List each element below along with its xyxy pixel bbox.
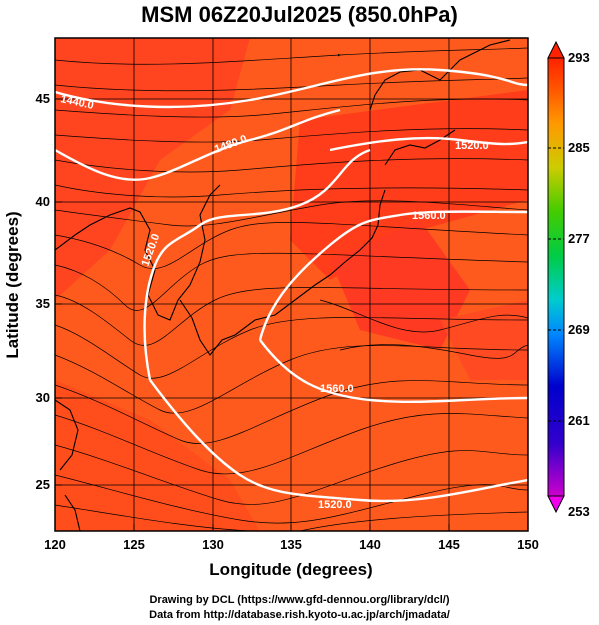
colorbar: 293 285 277 269 261 253: [547, 40, 590, 519]
map-title: MSM 06Z20Jul2025 (850.0hPa): [141, 2, 458, 27]
contour-label: 1520.0: [318, 499, 352, 511]
x-tick-label: 150: [517, 537, 539, 552]
streamlines: [55, 47, 528, 531]
streamline: [55, 474, 528, 524]
y-tick-label: 35: [36, 296, 50, 311]
contour-label: 1560.0: [320, 383, 354, 395]
credit-drawing: Drawing by DCL (https://www.gfd-dennou.o…: [149, 594, 450, 606]
colorbar-bottom-arrow: [547, 495, 565, 514]
x-tick-labels: 120 125 130 135 140 145 150: [44, 537, 539, 552]
streamline: [55, 444, 528, 505]
streamline: [55, 98, 528, 118]
contour-line: [259, 339, 528, 403]
streamline: [55, 413, 528, 475]
colorbar-label: 277: [568, 231, 590, 246]
y-ticks: [55, 98, 62, 486]
x-tick-label: 140: [359, 537, 381, 552]
y-tick-label: 40: [36, 194, 50, 209]
contour-label: 1520.0: [455, 140, 489, 152]
y-tick-label: 45: [36, 91, 50, 106]
y-tick-label: 30: [36, 390, 50, 405]
y-tick-label: 25: [36, 477, 50, 492]
contour-line: [329, 136, 528, 152]
x-ticks: [54, 524, 529, 531]
contour-line: [55, 68, 528, 109]
x-tick-label: 120: [44, 537, 66, 552]
streamline: [55, 128, 528, 143]
streamline: [55, 345, 528, 414]
coast-taiwan-china: [55, 399, 79, 471]
credit-data: Data from http://database.rish.kyoto-u.a…: [149, 609, 450, 621]
contour-line: [149, 379, 528, 503]
coast-philippines: [64, 494, 81, 531]
y-tick-labels: 45 40 35 30 25: [36, 91, 50, 492]
contour-line: [55, 108, 341, 181]
y-axis-label: Latitude (degrees): [3, 211, 22, 358]
colorbar-label: 285: [568, 140, 590, 155]
x-axis-label: Longitude (degrees): [209, 560, 372, 579]
contour-line: [258, 210, 528, 341]
streamline: [55, 317, 528, 379]
x-tick-label: 145: [438, 537, 460, 552]
streamline: [55, 287, 528, 346]
colorbar-label: 253: [568, 504, 590, 519]
streamline: [319, 299, 528, 333]
colorbar-labels: 293 285 277 269 261 253: [568, 50, 590, 519]
contour-label: 1560.0: [412, 210, 446, 222]
streamline: [55, 77, 528, 92]
colorbar-label: 261: [568, 413, 590, 428]
x-tick-label: 135: [280, 537, 302, 552]
height-contours: [55, 68, 528, 503]
streamline: [299, 511, 528, 531]
streamline: [55, 252, 528, 311]
field-warm-region-south: [55, 380, 260, 531]
colorbar-label: 293: [568, 50, 590, 65]
colorbar-label: 269: [568, 322, 590, 337]
x-tick-label: 125: [123, 537, 145, 552]
streamline: [55, 222, 528, 269]
streamline: [55, 380, 528, 444]
streamline: [339, 344, 528, 359]
field-warm-region-northeast: [290, 90, 528, 280]
streamline: [55, 158, 528, 173]
streamline: [55, 200, 528, 227]
coast-japan: [179, 189, 386, 356]
x-tick-label: 130: [202, 537, 224, 552]
contour-line: [143, 148, 371, 381]
colorbar-top-arrow: [547, 40, 565, 59]
streamline: [55, 184, 528, 198]
colorbar-gradient: [547, 57, 565, 497]
grid-lines: [55, 38, 528, 531]
streamline: [55, 504, 251, 531]
streamline: [55, 47, 528, 65]
